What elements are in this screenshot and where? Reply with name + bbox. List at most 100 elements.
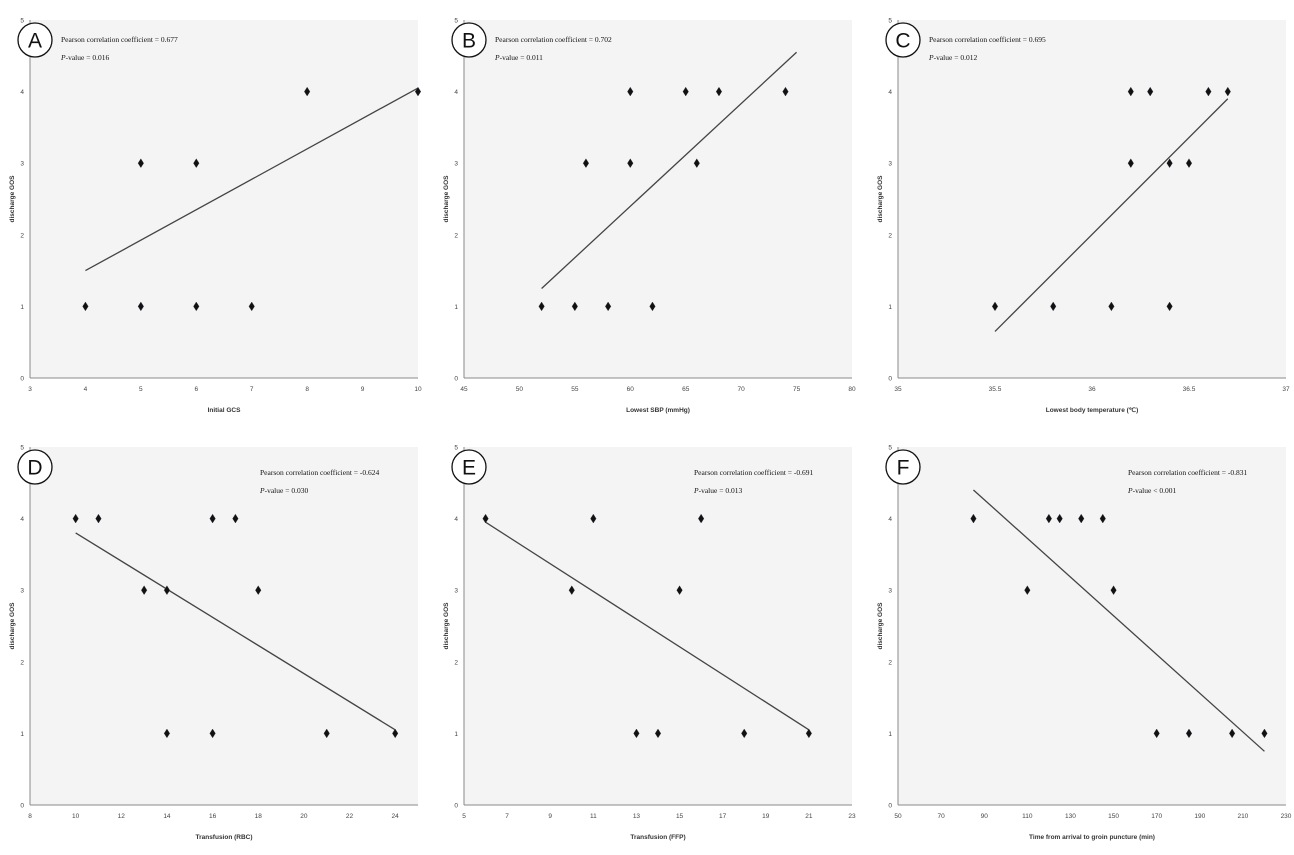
panel-d: 8 10 12 14 16 18 20 22 24 0 1 2 3 4 5 Transfusion (RBC)… bbox=[4, 433, 424, 851]
data-point bbox=[141, 585, 148, 595]
data-point bbox=[414, 86, 422, 97]
data-point bbox=[805, 728, 812, 739]
p-value-label: P-value < 0.001 bbox=[1127, 486, 1176, 495]
x-tick-label: 230 bbox=[1281, 813, 1292, 820]
x-tick-label: 45 bbox=[460, 386, 468, 393]
y-tick-label: 3 bbox=[888, 161, 892, 168]
correlation-label: Pearson correlation coefficient = 0.677 bbox=[61, 35, 178, 44]
badge-circle bbox=[17, 449, 53, 485]
data-point bbox=[682, 86, 689, 97]
trendline bbox=[85, 87, 419, 272]
chart-svg: 3 4 5 6 7 8 9 10 0 1 2 3 4 5 Initial GCS discharge GOS P… bbox=[9, 18, 422, 415]
data-point bbox=[255, 585, 262, 595]
x-tick-label: 50 bbox=[894, 813, 902, 820]
x-tick-label: 22 bbox=[346, 813, 354, 820]
p-value-text: -value = 0.013 bbox=[699, 486, 743, 495]
data-point bbox=[1056, 513, 1063, 524]
panel-a: 3 4 5 6 7 8 9 10 0 1 2 3 4 5 Initial GCS discharge GOS P… bbox=[4, 6, 424, 424]
x-tick-label: 4 bbox=[84, 386, 88, 393]
p-value-text: -value = 0.012 bbox=[934, 53, 978, 62]
x-tick-label: 20 bbox=[300, 813, 308, 820]
x-tick-label: 80 bbox=[848, 386, 856, 393]
data-point bbox=[163, 585, 170, 595]
data-point bbox=[627, 158, 634, 168]
x-tick-label: 36.5 bbox=[1183, 386, 1196, 393]
x-tick-label: 5 bbox=[139, 386, 143, 393]
y-tick-label: 2 bbox=[20, 232, 24, 239]
y-tick-label: 3 bbox=[20, 588, 24, 595]
panel-badge: D bbox=[17, 449, 53, 485]
p-value-label: P-value = 0.013 bbox=[693, 486, 742, 495]
x-tick-label: 16 bbox=[209, 813, 217, 820]
data-point bbox=[82, 301, 89, 312]
x-axis-title: Time from arrival to groin puncture (min… bbox=[1029, 834, 1155, 841]
data-point bbox=[1050, 301, 1057, 312]
x-tick-label: 150 bbox=[1108, 813, 1119, 820]
x-tick-label: 24 bbox=[392, 813, 400, 820]
x-tick-label: 9 bbox=[548, 813, 552, 820]
data-point bbox=[676, 585, 683, 595]
data-point bbox=[970, 513, 977, 524]
data-point bbox=[649, 301, 656, 312]
data-point bbox=[1166, 158, 1173, 168]
p-value-text: -value = 0.011 bbox=[500, 53, 544, 62]
y-tick-label: 0 bbox=[20, 803, 24, 810]
y-axis-title: discharge GOS bbox=[9, 175, 16, 223]
badge-circle bbox=[885, 22, 921, 58]
data-point bbox=[163, 728, 170, 739]
trendline bbox=[541, 51, 798, 289]
x-tick-label: 75 bbox=[793, 386, 801, 393]
data-point bbox=[209, 728, 216, 739]
y-tick-label: 2 bbox=[888, 659, 892, 666]
p-value-text: -value = 0.016 bbox=[66, 53, 110, 62]
data-point bbox=[1108, 301, 1115, 312]
panel-badge: A bbox=[17, 22, 53, 58]
x-tick-label: 210 bbox=[1237, 813, 1248, 820]
trendline bbox=[485, 521, 810, 731]
x-tick-label: 55 bbox=[571, 386, 579, 393]
chart-svg: 35 35.5 36 36.5 37 0 1 2 3 4 5 Lowest body temperat… bbox=[877, 18, 1290, 415]
y-tick-label: 0 bbox=[888, 803, 892, 810]
panel-b: 45 50 55 60 65 70 75 80 0 1 2 3 4 5 Lowest SBP (mmHg) d… bbox=[438, 6, 858, 424]
y-tick-label: 2 bbox=[454, 232, 458, 239]
data-point bbox=[193, 301, 200, 312]
data-point bbox=[1229, 728, 1236, 739]
badge-circle bbox=[17, 22, 53, 58]
p-symbol: P bbox=[494, 53, 500, 62]
p-value-label: P-value = 0.012 bbox=[928, 53, 977, 62]
data-point bbox=[1110, 585, 1117, 595]
data-point bbox=[741, 728, 748, 739]
y-axis-title: discharge GOS bbox=[877, 602, 884, 650]
y-tick-label: 1 bbox=[20, 304, 24, 311]
data-point bbox=[1099, 513, 1106, 524]
x-tick-label: 130 bbox=[1065, 813, 1076, 820]
panel-letter: E bbox=[462, 457, 476, 480]
x-tick-label: 7 bbox=[250, 386, 254, 393]
y-tick-label: 4 bbox=[20, 516, 24, 523]
x-tick-label: 8 bbox=[28, 813, 32, 820]
panel-letter: F bbox=[897, 457, 910, 480]
correlation-label: Pearson correlation coefficient = -0.624 bbox=[260, 468, 380, 477]
y-tick-label: 0 bbox=[20, 376, 24, 383]
y-tick-label: 2 bbox=[20, 659, 24, 666]
correlation-label: Pearson correlation coefficient = 0.702 bbox=[495, 35, 612, 44]
data-point bbox=[1078, 513, 1085, 524]
x-tick-label: 21 bbox=[805, 813, 813, 820]
y-axis-title: discharge GOS bbox=[443, 175, 450, 223]
y-tick-label: 5 bbox=[888, 18, 892, 25]
y-axis-title: discharge GOS bbox=[9, 602, 16, 650]
panel-badge: C bbox=[885, 22, 921, 58]
data-point bbox=[538, 301, 545, 312]
panel-letter: D bbox=[27, 457, 42, 480]
data-point bbox=[590, 513, 597, 524]
plot-area bbox=[898, 20, 1286, 378]
data-point bbox=[698, 513, 705, 524]
y-tick-label: 1 bbox=[454, 731, 458, 738]
data-point bbox=[654, 728, 662, 739]
data-point bbox=[568, 585, 575, 595]
y-tick-label: 0 bbox=[888, 376, 892, 383]
x-tick-label: 15 bbox=[676, 813, 684, 820]
plot-area bbox=[30, 447, 418, 805]
